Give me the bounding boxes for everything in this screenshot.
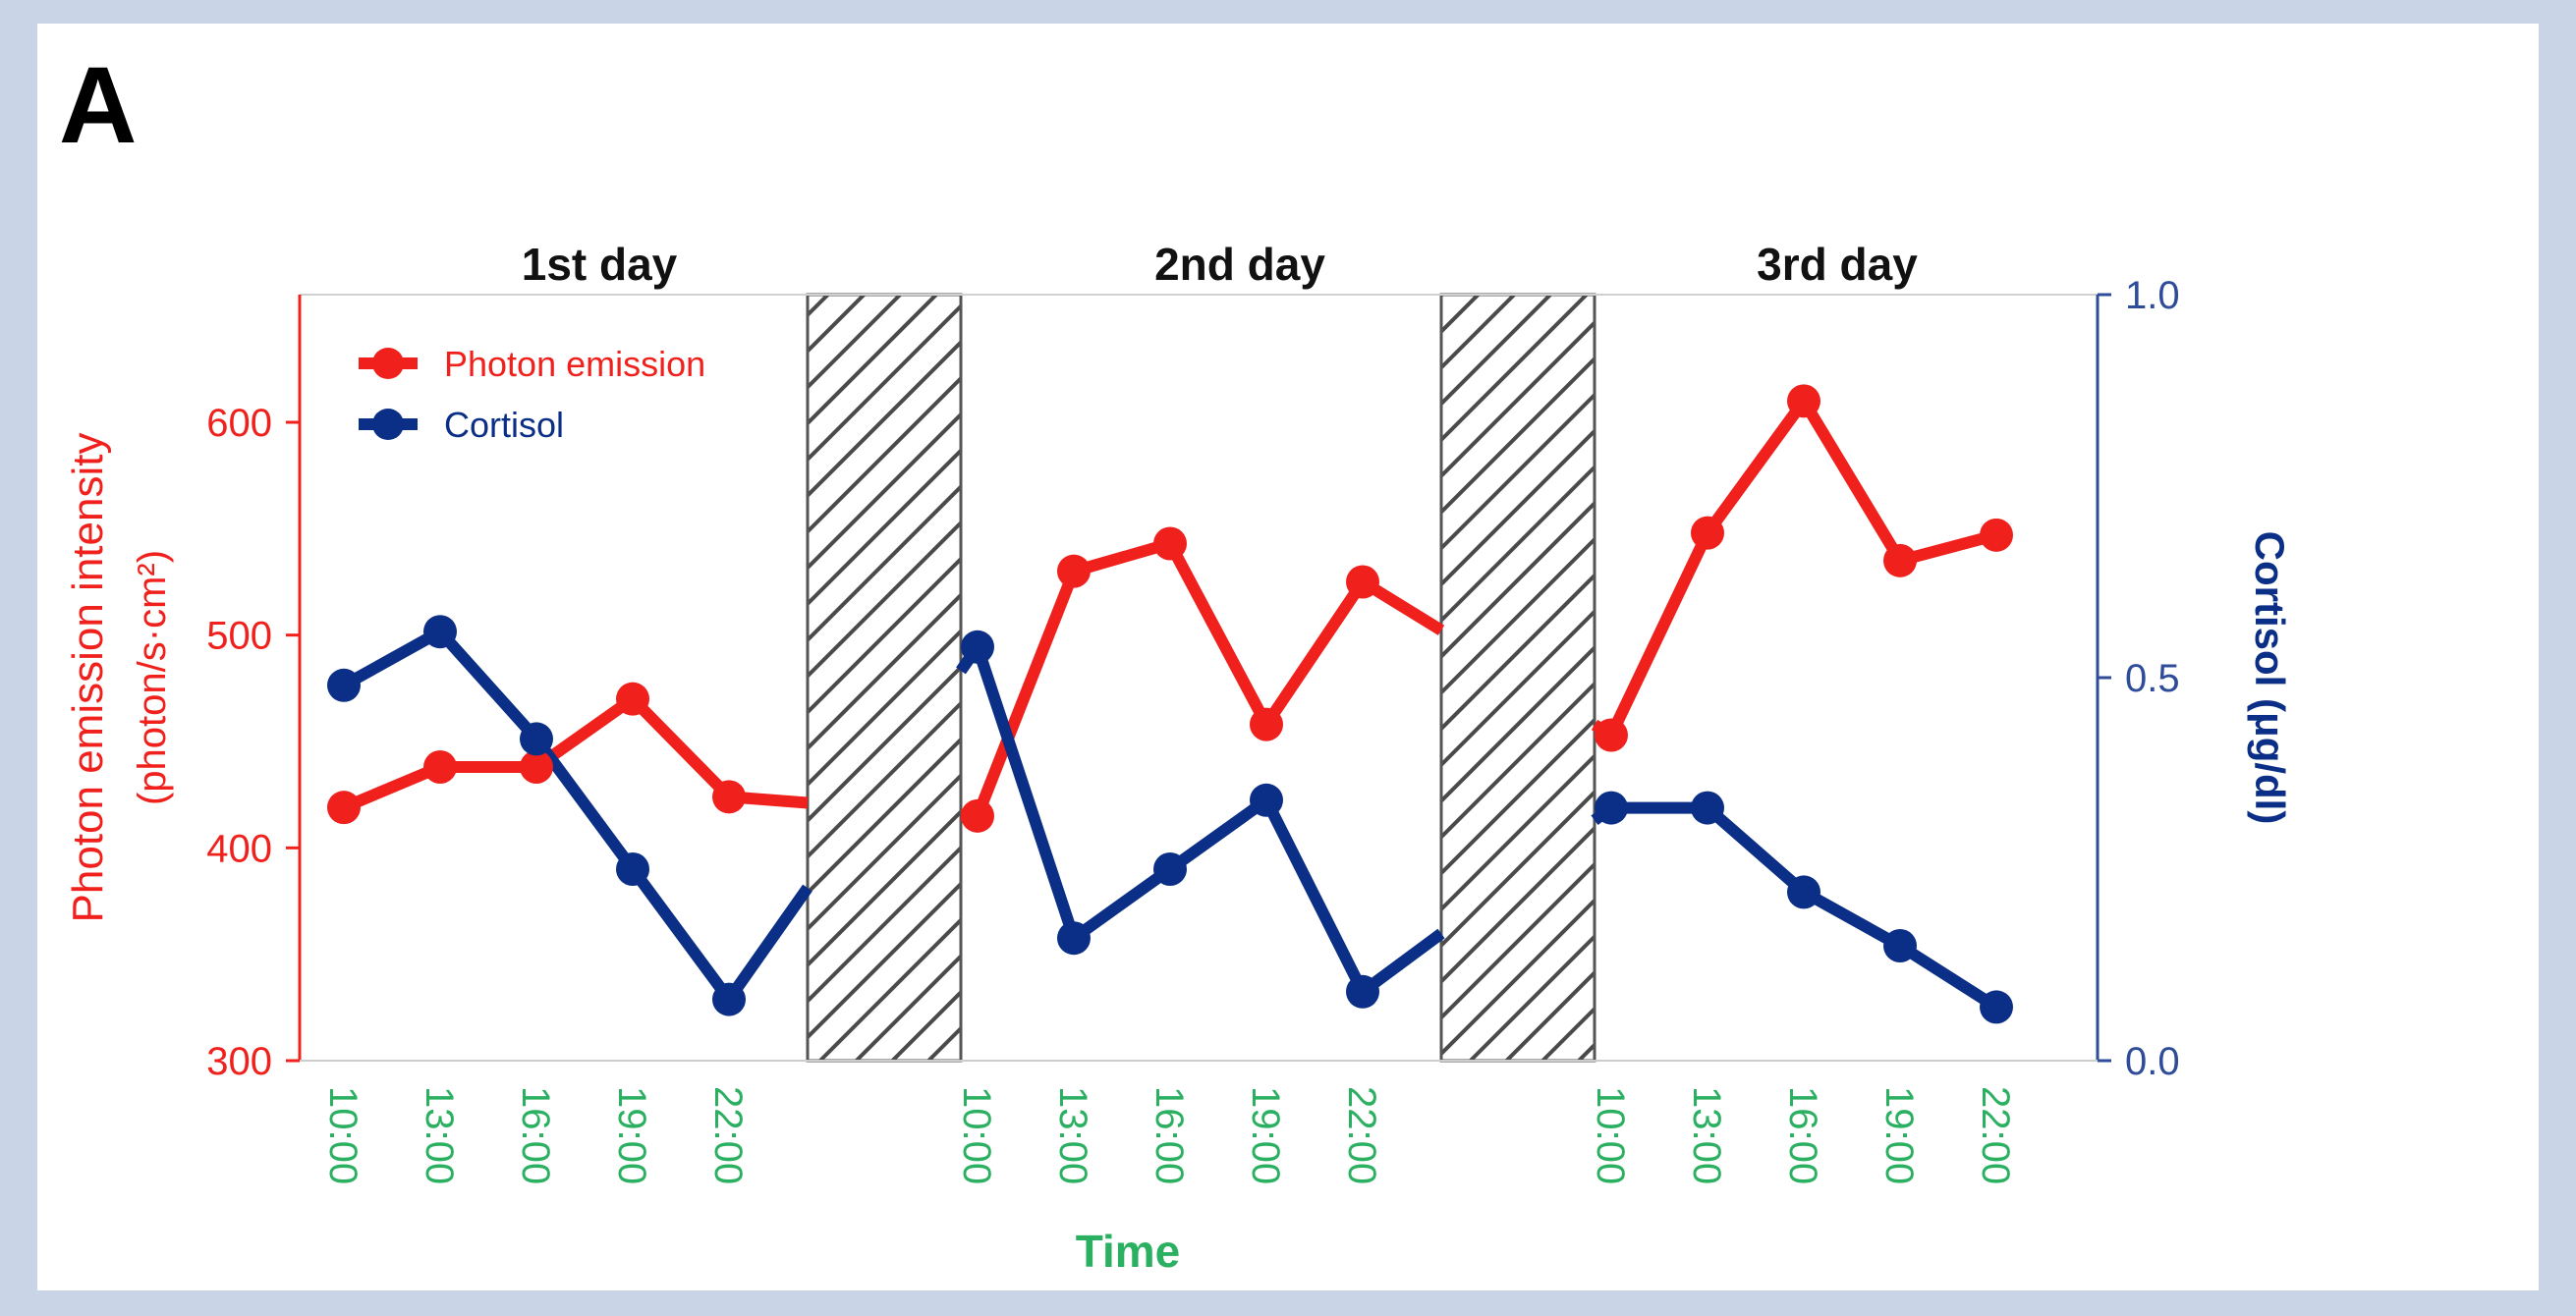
right-axis-title: Cortisol (μg/dl) bbox=[2247, 531, 2293, 825]
legend-label: Cortisol bbox=[444, 405, 564, 445]
photon-point bbox=[1595, 718, 1628, 752]
photon-point bbox=[520, 750, 553, 784]
x-tick-label: 19:00 bbox=[610, 1086, 653, 1184]
x-tick-label: 16:00 bbox=[1781, 1086, 1824, 1184]
cortisol-point bbox=[1057, 921, 1091, 956]
legend-marker bbox=[372, 409, 404, 440]
day-title-3: 3rd day bbox=[1757, 239, 1918, 290]
day-title-1: 1st day bbox=[522, 239, 678, 290]
series-line-cortisol-day2 bbox=[956, 640, 1445, 998]
x-tick-label: 19:00 bbox=[1244, 1086, 1287, 1184]
x-axis-title: Time bbox=[1076, 1226, 1181, 1277]
x-tick-label: 13:00 bbox=[1051, 1086, 1094, 1184]
x-tick-label: 16:00 bbox=[514, 1086, 557, 1184]
cortisol-point bbox=[1691, 791, 1724, 825]
x-tick-label: 10:00 bbox=[955, 1086, 998, 1184]
photon-point bbox=[1057, 554, 1091, 588]
left-axis-title-line1: Photon emission intensity bbox=[64, 433, 112, 923]
legend-label: Photon emission bbox=[444, 344, 705, 384]
left-axis-title-line2: (photon/s·cm²) bbox=[131, 550, 174, 805]
photon-point bbox=[1883, 543, 1917, 577]
night-gap-2 bbox=[1439, 293, 1596, 1063]
cortisol-point bbox=[1595, 791, 1628, 825]
x-tick-label: 10:00 bbox=[321, 1086, 364, 1184]
cortisol-point bbox=[520, 722, 553, 756]
cortisol-point bbox=[712, 982, 746, 1016]
cortisol-point bbox=[961, 630, 994, 664]
x-tick-label: 13:00 bbox=[1685, 1086, 1728, 1184]
photon-point bbox=[1787, 384, 1820, 418]
left-tick-label: 300 bbox=[206, 1040, 272, 1083]
right-tick-label: 0.5 bbox=[2125, 657, 2180, 700]
x-tick-label: 22:00 bbox=[1340, 1086, 1383, 1184]
photon-point bbox=[1980, 518, 2013, 552]
cortisol-point bbox=[1883, 929, 1917, 962]
cortisol-point bbox=[616, 852, 649, 886]
photon-point bbox=[423, 750, 457, 784]
x-tick-label: 22:00 bbox=[1974, 1086, 2017, 1184]
cortisol-point bbox=[1346, 974, 1379, 1009]
right-tick-label: 1.0 bbox=[2125, 274, 2180, 317]
x-tick-label: 10:00 bbox=[1589, 1086, 1632, 1184]
photon-point bbox=[961, 798, 994, 833]
cortisol-point bbox=[1787, 875, 1820, 909]
photon-point bbox=[712, 780, 746, 814]
night-gap-1 bbox=[806, 293, 963, 1063]
photon-point bbox=[327, 791, 361, 825]
x-tick-label: 19:00 bbox=[1877, 1086, 1921, 1184]
x-tick-label: 22:00 bbox=[706, 1086, 750, 1184]
series-line-cortisol-day3 bbox=[1591, 801, 2000, 1013]
left-tick-label: 600 bbox=[206, 402, 272, 445]
cortisol-point bbox=[423, 615, 457, 649]
day-title-2: 2nd day bbox=[1154, 239, 1325, 290]
photon-point bbox=[1691, 516, 1724, 550]
cortisol-point bbox=[1980, 990, 2013, 1024]
cortisol-point bbox=[327, 668, 361, 702]
x-tick-label: 16:00 bbox=[1148, 1086, 1191, 1184]
right-tick-label: 0.0 bbox=[2125, 1040, 2180, 1083]
photon-point bbox=[616, 682, 649, 716]
x-tick-label: 13:00 bbox=[418, 1086, 461, 1184]
series-line-cortisol-day1 bbox=[341, 626, 812, 1006]
series-line-photon-day3 bbox=[1591, 395, 1998, 741]
legend-marker bbox=[372, 348, 404, 379]
photon-point bbox=[1153, 526, 1187, 561]
cortisol-point bbox=[1250, 783, 1283, 817]
photon-point bbox=[1250, 707, 1283, 741]
cortisol-point bbox=[1153, 852, 1187, 886]
photon-point bbox=[1346, 565, 1379, 599]
left-tick-label: 400 bbox=[206, 827, 272, 870]
left-tick-label: 500 bbox=[206, 615, 272, 658]
panel-label: A bbox=[59, 45, 137, 166]
